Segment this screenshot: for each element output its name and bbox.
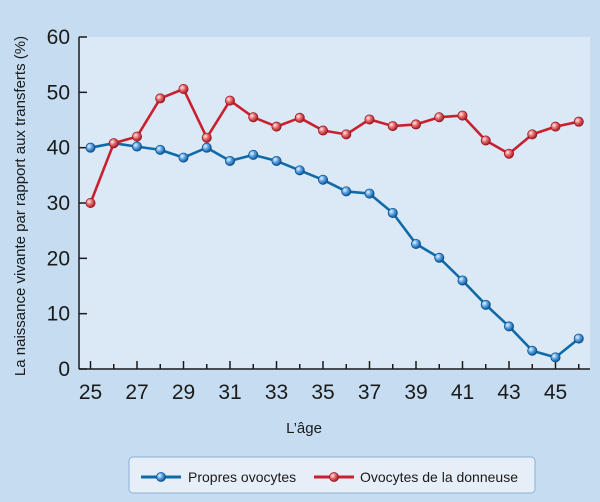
x-tick-label: 29: [172, 381, 195, 404]
data-point-series-1: [155, 144, 166, 155]
data-point-series-2: [387, 121, 398, 132]
x-tick-label: 41: [451, 381, 474, 404]
x-tick-label: 27: [125, 381, 148, 404]
data-point-series-1: [224, 155, 235, 166]
x-tick-label: 45: [544, 381, 567, 404]
data-point-series-2: [224, 95, 235, 106]
series-line-1: [90, 141, 580, 359]
data-point-series-2: [85, 197, 96, 208]
legend: Propres ovocytes Ovocytes de la donneuse: [128, 456, 536, 494]
data-point-series-2: [527, 129, 538, 140]
data-point-series-2: [434, 112, 445, 123]
x-tick-label: 25: [79, 381, 102, 404]
x-axis-title: L’âge: [286, 420, 322, 437]
x-axis: 25 27 29 31 33 35 37 39 41 43 45: [79, 361, 590, 404]
data-point-series-1: [410, 238, 421, 249]
data-point-series-1: [178, 152, 189, 163]
data-point-series-1: [527, 345, 538, 356]
y-tick-label: 20: [47, 247, 70, 270]
data-point-series-1: [248, 149, 259, 160]
data-point-series-2: [341, 129, 352, 140]
data-point-series-1: [201, 142, 212, 153]
data-point-series-2: [457, 110, 468, 121]
data-point-series-1: [364, 188, 375, 199]
data-point-series-1: [550, 352, 561, 363]
data-point-series-2: [550, 121, 561, 132]
x-tick-label: 37: [358, 381, 381, 404]
x-tick-label: 33: [265, 381, 288, 404]
series-layer: [85, 84, 584, 363]
data-point-series-2: [131, 131, 142, 142]
data-point-series-1: [503, 321, 514, 332]
data-point-series-1: [573, 333, 584, 344]
data-point-series-1: [480, 299, 491, 310]
y-axis-title: La naissance vivante par rapport aux tra…: [12, 36, 29, 376]
data-point-series-2: [155, 93, 166, 104]
data-point-series-2: [317, 125, 328, 136]
data-point-series-2: [503, 148, 514, 159]
data-point-series-1: [131, 141, 142, 152]
data-point-series-2: [271, 121, 282, 132]
data-point-series-1: [387, 207, 398, 218]
data-point-series-2: [108, 138, 119, 149]
y-tick-label: 60: [47, 26, 70, 49]
data-point-series-1: [85, 142, 96, 153]
data-point-series-2: [480, 135, 491, 146]
data-point-series-1: [341, 186, 352, 197]
data-point-series-1: [457, 275, 468, 286]
y-axis: 0 10 20 30 40 50 60: [47, 26, 87, 381]
x-tick-label: 39: [404, 381, 427, 404]
data-point-series-1: [434, 252, 445, 263]
y-tick-label: 0: [58, 358, 70, 381]
y-tick-label: 50: [47, 81, 70, 104]
data-point-series-1: [294, 165, 305, 176]
data-point-series-2: [248, 112, 259, 123]
legend-label-series-1: Propres ovocytes: [188, 469, 296, 485]
legend-marker-series-2: [329, 472, 339, 482]
data-point-series-2: [201, 132, 212, 143]
y-tick-label: 40: [47, 137, 70, 160]
plot-area: [79, 37, 590, 369]
data-point-series-1: [271, 155, 282, 166]
legend-marker-series-1: [156, 472, 166, 482]
legend-label-series-2: Ovocytes de la donneuse: [360, 469, 518, 485]
data-point-series-2: [294, 112, 305, 123]
data-point-series-1: [317, 174, 328, 185]
x-tick-label: 35: [311, 381, 334, 404]
series-line-2: [89, 87, 580, 204]
x-tick-label: 31: [218, 381, 241, 404]
y-tick-label: 10: [47, 303, 70, 326]
y-tick-label: 30: [47, 192, 70, 215]
data-point-series-2: [178, 84, 189, 95]
x-tick-label: 43: [497, 381, 520, 404]
data-point-series-2: [410, 119, 421, 130]
data-point-series-2: [573, 116, 584, 127]
data-point-series-2: [364, 114, 375, 125]
